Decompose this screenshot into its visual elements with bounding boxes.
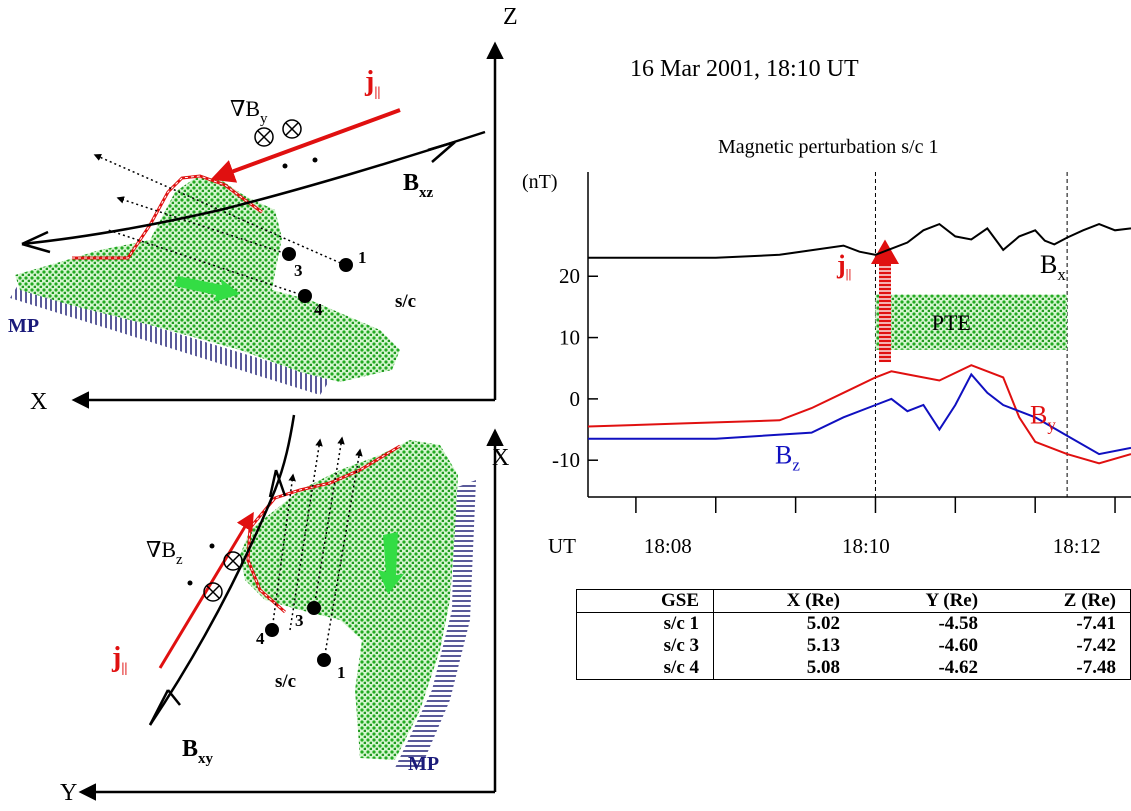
grad-by-label: ∇By bbox=[230, 96, 268, 127]
j-parallel-label-bottom: j|| bbox=[111, 642, 128, 676]
into-page-symbol bbox=[254, 119, 302, 147]
svg-text:1: 1 bbox=[337, 663, 346, 682]
spacecraft-1-top bbox=[339, 258, 353, 272]
y-axis-label-bottom: Y bbox=[60, 780, 77, 806]
table-cell: s/c 3 bbox=[576, 635, 714, 657]
x-axis-label-bottom: X bbox=[492, 445, 509, 471]
table-row: s/c 1 5.02 -4.58 -7.41 bbox=[576, 612, 1131, 635]
table-cell: -7.41 bbox=[1076, 613, 1116, 634]
table-header: GSE bbox=[576, 589, 714, 613]
table-cell: s/c 4 bbox=[576, 657, 714, 680]
spacecraft-4-top bbox=[298, 289, 312, 303]
y-tick-label: 0 bbox=[570, 387, 581, 411]
table-cell: s/c 1 bbox=[576, 612, 714, 635]
plasma-region-top bbox=[15, 178, 400, 382]
chart-title: 16 Mar 2001, 18:10 UT bbox=[630, 56, 859, 82]
series-line-bx bbox=[588, 222, 1131, 259]
table-cell: 5.08 bbox=[806, 657, 840, 678]
magnetic-chart: 16 Mar 2001, 18:10 UT Magnetic perturbat… bbox=[522, 56, 1131, 558]
spacecraft-3-bottom bbox=[307, 601, 321, 615]
x-tick-label: 18:12 bbox=[1053, 534, 1101, 558]
series-label-by: By bbox=[1030, 400, 1056, 434]
x-axis-title: UT bbox=[548, 534, 576, 558]
table-row: s/c 3 5.13 -4.60 -7.42 bbox=[576, 635, 1131, 657]
table-row: s/c 4 5.08 -4.62 -7.48 bbox=[576, 657, 1131, 680]
magnetopause-hatch-bottom bbox=[395, 480, 476, 770]
magnetopause-hatch-top bbox=[10, 285, 330, 395]
j-parallel-arrow-top bbox=[210, 108, 401, 183]
x-axis-label-top: X bbox=[30, 389, 47, 415]
y-tick-label: -10 bbox=[552, 448, 580, 472]
table-header: X (Re) bbox=[713, 589, 854, 613]
j-parallel-label-chart: j|| bbox=[836, 250, 851, 281]
plasma-flow-arrow-top bbox=[174, 276, 240, 302]
diagram-xy: X Y Bxy j|| ∇Bz 1 3 bbox=[60, 414, 509, 806]
pte-label: PTE bbox=[932, 310, 971, 335]
bxy-label: Bxy bbox=[182, 736, 214, 767]
y-unit-label: (nT) bbox=[522, 171, 558, 193]
table-cell: -4.58 bbox=[938, 613, 979, 634]
sc-label-bottom: s/c bbox=[275, 671, 296, 692]
table-header-row: GSE X (Re) Y (Re) Z (Re) bbox=[576, 589, 1131, 613]
grad-bz-label: ∇Bz bbox=[146, 537, 183, 568]
x-tick-label: 18:10 bbox=[842, 534, 890, 558]
mp-label-top: MP bbox=[8, 315, 39, 337]
chart-subtitle: Magnetic perturbation s/c 1 bbox=[718, 136, 939, 158]
series-label-bx: Bx bbox=[1040, 250, 1066, 284]
svg-text:4: 4 bbox=[314, 300, 323, 319]
y-tick-label: 10 bbox=[559, 326, 580, 350]
mp-label-bottom: MP bbox=[408, 753, 439, 775]
svg-text:4: 4 bbox=[256, 629, 265, 648]
field-line-bxz bbox=[21, 130, 486, 246]
series-line-by bbox=[587, 364, 1131, 465]
spacecraft-4-bottom bbox=[265, 623, 279, 637]
bxz-arrow-head bbox=[21, 230, 51, 254]
table-header: Z (Re) bbox=[992, 589, 1131, 613]
plasma-flow-arrow-bottom bbox=[378, 532, 404, 594]
svg-text:1: 1 bbox=[358, 248, 367, 267]
table-cell: -4.62 bbox=[938, 657, 979, 678]
into-page-symbol-bottom bbox=[203, 551, 243, 602]
bxz-label: Bxz bbox=[403, 170, 434, 201]
z-axis-label: Z bbox=[503, 4, 518, 30]
series-label-bz: Bz bbox=[775, 440, 800, 474]
diagram-xz: Z X Bxz j|| ∇By 1 3 bbox=[8, 4, 518, 415]
spacecraft-positions-table: GSE X (Re) Y (Re) Z (Re) s/c 1 5.02 -4.5… bbox=[576, 589, 1131, 680]
series-line-bz bbox=[588, 372, 1131, 456]
x-tick-label: 18:08 bbox=[644, 534, 692, 558]
table-cell: -7.48 bbox=[1076, 657, 1116, 678]
field-line-bxy bbox=[148, 414, 296, 726]
table-cell: 5.13 bbox=[806, 635, 840, 656]
j-parallel-arrow-shaft bbox=[879, 263, 891, 363]
sc-label-top: s/c bbox=[395, 291, 416, 312]
y-tick-label: 20 bbox=[559, 264, 580, 288]
pte-band bbox=[875, 294, 1068, 350]
j-parallel-label-top: j|| bbox=[364, 66, 381, 100]
table-cell: -4.60 bbox=[938, 635, 979, 656]
j-parallel-arrow-bottom bbox=[158, 511, 254, 669]
table-cell: -7.42 bbox=[1076, 635, 1116, 656]
current-layer-top bbox=[72, 174, 263, 260]
spacecraft-3-top bbox=[282, 247, 296, 261]
spacecraft-1-bottom bbox=[317, 653, 331, 667]
table-cell: 5.02 bbox=[806, 613, 840, 634]
svg-text:3: 3 bbox=[294, 261, 303, 280]
table-header: Y (Re) bbox=[853, 589, 993, 613]
svg-text:3: 3 bbox=[295, 611, 304, 630]
plasma-region-bottom bbox=[240, 440, 458, 760]
